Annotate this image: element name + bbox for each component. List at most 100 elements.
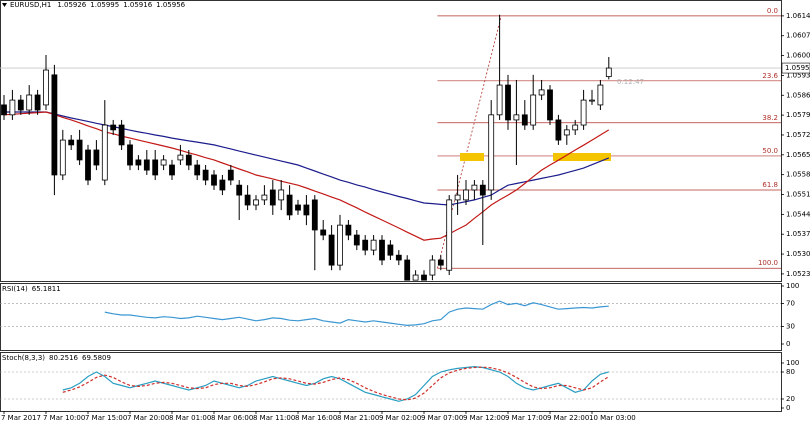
x-tick-label: 7 Mar 10:00 xyxy=(43,414,85,422)
header-value: 1.05956 xyxy=(156,1,185,9)
support-zone xyxy=(460,153,484,161)
indicator-line xyxy=(62,366,610,401)
candle-body xyxy=(278,189,285,201)
candle-body xyxy=(76,139,83,161)
candle-body xyxy=(185,154,192,166)
candle-body xyxy=(563,129,570,136)
candle-body xyxy=(488,114,495,191)
candle-body xyxy=(454,194,461,201)
candle-body xyxy=(580,99,587,126)
candle-body xyxy=(513,114,520,121)
candle-body xyxy=(589,99,595,102)
candle-body xyxy=(320,229,327,236)
x-tick-label: 8 Mar 01:00 xyxy=(169,414,211,422)
y-tick-label: 0 xyxy=(786,404,790,412)
candle-body xyxy=(404,259,411,281)
y-tick-label: 70 xyxy=(786,299,795,307)
candle-body xyxy=(211,174,217,186)
candle-body xyxy=(345,224,352,236)
candle-body xyxy=(337,224,343,266)
candle-body xyxy=(412,274,419,281)
indicator-value: 69.5809 xyxy=(82,354,111,362)
candle-body xyxy=(101,124,108,181)
x-tick-label: 10 Mar 03:00 xyxy=(589,414,636,422)
candle-body xyxy=(236,184,243,196)
fib-label: 50.0 xyxy=(762,147,778,155)
x-tick-label: 9 Mar 02:00 xyxy=(379,414,421,422)
candle-body xyxy=(479,184,486,196)
candle-body xyxy=(17,99,24,111)
price-tag xyxy=(781,62,810,74)
indicator-header: Stoch(8,3,3) 80.2516 69.5809 xyxy=(2,354,111,362)
fib-label: 38.2 xyxy=(762,114,778,122)
x-tick-label: 9 Mar 17:00 xyxy=(505,414,547,422)
candle-body xyxy=(521,114,528,126)
x-tick-label: 7 Mar 15:00 xyxy=(85,414,127,422)
y-tick-label: 1.05930 xyxy=(786,71,810,79)
candle-body xyxy=(370,239,377,251)
x-tick-label: 8 Mar 06:00 xyxy=(211,414,253,422)
x-tick-label: 8 Mar 16:00 xyxy=(295,414,337,422)
candle-body xyxy=(538,89,545,96)
candle-body xyxy=(143,159,150,171)
candle-body xyxy=(169,164,175,176)
indicator-value: 65.1811 xyxy=(32,285,61,293)
price-tag-label: 1.05956 xyxy=(785,64,810,72)
candle-body xyxy=(530,94,537,126)
candle-body xyxy=(118,124,125,146)
candle-body xyxy=(328,234,335,266)
y-tick-label: 100 xyxy=(786,359,799,367)
candle-body xyxy=(505,84,511,121)
x-tick-label: 7 Mar 2017 xyxy=(1,414,41,422)
y-tick-label: 1.06070 xyxy=(786,32,810,40)
candle-body xyxy=(597,84,604,106)
x-tick-label: 9 Mar 22:00 xyxy=(547,414,589,422)
candle-body xyxy=(244,194,251,206)
candle-body xyxy=(429,259,436,276)
candle-body xyxy=(555,119,562,141)
candle-body xyxy=(605,67,612,77)
candle-body xyxy=(43,69,49,106)
indicator-name: Stoch(8,3,3) xyxy=(2,354,45,362)
x-tick-label: 7 Mar 20:00 xyxy=(127,414,169,422)
fib-label: 23.6 xyxy=(762,72,778,80)
candle-body xyxy=(177,154,184,161)
y-tick-label: 1.06000 xyxy=(786,52,810,60)
candle-body xyxy=(202,169,209,181)
candle-body xyxy=(437,259,444,266)
candle-body xyxy=(311,199,318,231)
candle-body xyxy=(194,164,201,176)
header-value: 1.05916 xyxy=(123,1,152,9)
candle-body xyxy=(253,199,259,206)
candle-body xyxy=(387,244,394,256)
candle-body xyxy=(295,204,301,211)
y-tick-label: 1.05440 xyxy=(786,210,810,218)
x-tick-label: 9 Mar 07:00 xyxy=(421,414,463,422)
y-tick-label: 1.05370 xyxy=(786,230,810,238)
x-tick-label: 9 Mar 12:00 xyxy=(463,414,505,422)
candle-body xyxy=(261,194,268,201)
y-tick-label: 0 xyxy=(786,340,790,348)
panel-frame xyxy=(0,352,782,412)
header-value: 1.05926 xyxy=(57,1,86,9)
candle-body xyxy=(34,94,41,111)
x-tick-label: 8 Mar 21:00 xyxy=(337,414,379,422)
indicator-header: RSI(14) 65.1811 xyxy=(2,285,61,293)
y-tick-label: 1.05510 xyxy=(786,191,810,199)
indicator-value: 80.2516 xyxy=(49,354,78,362)
candle-body xyxy=(68,139,75,146)
countdown: 0:12:47 xyxy=(617,78,644,86)
candle-body xyxy=(160,159,167,166)
candle-body xyxy=(127,144,133,166)
candle-body xyxy=(152,159,159,176)
candle-body xyxy=(26,94,33,111)
y-tick-label: 1.05790 xyxy=(786,111,810,119)
y-tick-label: 1.05580 xyxy=(786,171,810,179)
candle-body xyxy=(572,124,579,131)
fib-label: 61.8 xyxy=(762,181,778,189)
candle-body xyxy=(395,254,402,261)
candle-body xyxy=(379,239,385,261)
candle-body xyxy=(1,104,7,116)
y-tick-label: 20 xyxy=(786,395,795,403)
